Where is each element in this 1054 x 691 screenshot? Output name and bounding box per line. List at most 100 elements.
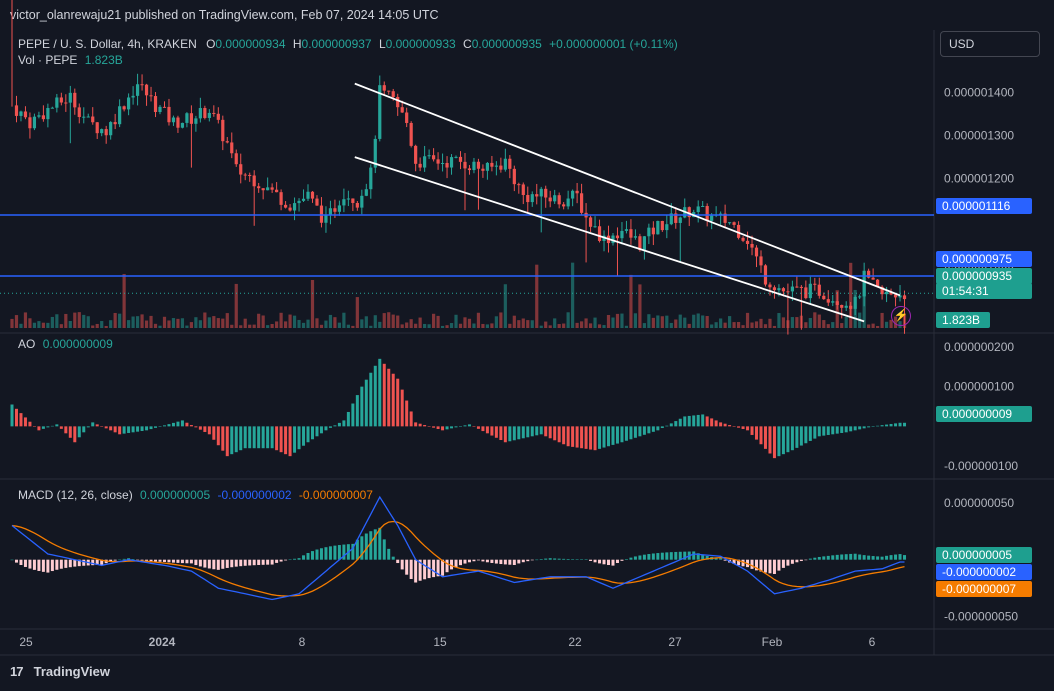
volume-bar	[606, 314, 611, 328]
candle-body	[319, 205, 324, 223]
ao-bar	[772, 426, 776, 459]
volume-bar	[400, 324, 404, 328]
macd-hist-bar	[562, 558, 566, 560]
volume-bar	[292, 315, 297, 328]
ao-bar	[270, 426, 274, 449]
macd-hist-bar	[441, 559, 445, 576]
volume-bar	[369, 325, 373, 328]
symbol-title[interactable]: PEPE / U. S. Dollar, 4h, KRAKEN	[18, 37, 197, 51]
macd-hist-bar	[266, 559, 270, 565]
macd-hist-bar	[333, 545, 337, 560]
macd-signal-value: -0.000000007	[298, 488, 373, 502]
macd-hist-bar	[737, 559, 741, 566]
ao-bar	[539, 426, 543, 435]
volume-label[interactable]: Vol · PEPE	[18, 53, 78, 67]
last-price-tag: 0.000000935	[936, 268, 1032, 284]
ao-bar	[467, 424, 471, 427]
ao-bar	[212, 426, 216, 440]
macd-hist-bar	[73, 559, 77, 567]
macd-hist-bar	[840, 554, 844, 560]
volume-bar	[342, 312, 346, 328]
candle-body	[158, 106, 162, 113]
ao-bar	[346, 411, 350, 427]
volume-bar	[463, 317, 467, 328]
macd-hist-bar	[418, 559, 422, 581]
candle-body	[252, 175, 256, 187]
ao-bar	[162, 425, 166, 427]
macd-hist-bar	[91, 559, 95, 566]
ao-bar	[494, 426, 498, 438]
volume-bar	[266, 325, 270, 328]
ao-bar	[499, 426, 503, 441]
macd-hist-bar	[113, 559, 117, 561]
macd-hist-bar	[369, 531, 373, 560]
macd-hist-bar	[37, 559, 41, 571]
candle-body	[575, 190, 579, 194]
ao-bar	[432, 426, 436, 428]
candle-body	[651, 227, 655, 235]
macd-hist-bar	[755, 559, 759, 571]
ao-bar	[642, 426, 646, 435]
macd-hist-bar	[297, 558, 301, 560]
ao-bar	[203, 426, 207, 432]
volume-bar	[346, 324, 350, 328]
time-tick-label: 15	[433, 635, 447, 649]
volume-bar	[575, 322, 579, 328]
macd-hist-bar	[683, 551, 687, 560]
ao-bar	[786, 426, 790, 453]
candle-body	[745, 240, 750, 244]
volume-bar	[544, 321, 548, 328]
macd-hist-bar	[234, 559, 238, 567]
volume-bar	[849, 262, 853, 328]
candle-body	[772, 287, 777, 291]
candle-body	[23, 111, 28, 118]
volume-bar	[889, 319, 893, 328]
volume-bar	[28, 318, 32, 328]
volume-bar	[158, 325, 162, 328]
candle-body	[315, 198, 319, 206]
volume-bar	[373, 315, 377, 328]
volume-bar	[59, 324, 63, 328]
macd-hist-bar	[180, 559, 184, 564]
tradingview-logo[interactable]: 17 TradingView	[10, 664, 110, 679]
ao-bar	[831, 426, 835, 435]
volume-bar	[46, 322, 50, 328]
ao-bar	[154, 426, 158, 428]
macd-hist-bar	[481, 559, 485, 562]
candle-body	[817, 284, 821, 296]
volume-bar	[180, 318, 185, 328]
ao-bar	[180, 420, 184, 427]
currency-button[interactable]: USD	[940, 31, 1040, 57]
macd-hist-bar	[642, 554, 646, 560]
tradingview-icon: 17	[10, 664, 23, 679]
trend-line-0	[354, 82, 901, 297]
volume-bar	[831, 322, 835, 328]
macd-hist-bar	[176, 559, 180, 563]
ao-bar	[503, 426, 507, 443]
ao-bar	[615, 426, 619, 444]
volume-bar	[808, 317, 812, 328]
macd-hist-bar	[853, 553, 857, 560]
volume-bar	[378, 321, 382, 328]
macd-hist-bar	[216, 559, 220, 570]
lightning-icon[interactable]: ⚡	[891, 306, 911, 326]
macd-hist-bar	[239, 559, 243, 567]
volume-bar	[283, 321, 288, 328]
ao-label[interactable]: AO	[18, 337, 36, 351]
ao-bar	[795, 426, 799, 448]
macd-tick-label: 0.000000050	[944, 496, 1014, 510]
candle-body	[499, 165, 503, 170]
macd-label[interactable]: MACD (12, 26, close)	[18, 488, 133, 502]
candle-body	[526, 194, 530, 203]
candle-body	[292, 203, 297, 211]
ao-bar	[319, 426, 323, 434]
macd-hist-bar	[454, 559, 458, 568]
candle-body	[624, 229, 629, 231]
ao-bar	[696, 414, 700, 427]
volume-bar	[64, 313, 68, 328]
candle-body	[781, 288, 786, 292]
volume-bar	[759, 318, 763, 328]
candle-body	[50, 107, 54, 109]
ao-bar	[328, 426, 332, 428]
